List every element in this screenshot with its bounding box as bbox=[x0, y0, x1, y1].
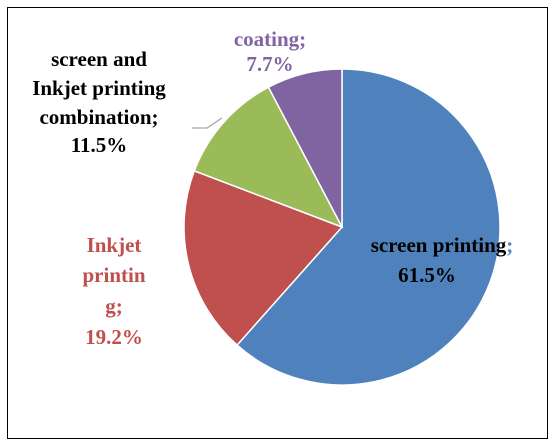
pie-slice-coating bbox=[267, 68, 343, 228]
label-inkjet-line1: Inkjet bbox=[87, 233, 142, 257]
label-combination-line2: Inkjet printing bbox=[32, 76, 166, 100]
label-inkjet-percent: 19.2% bbox=[85, 325, 143, 349]
label-screen-printing-name: screen printing; bbox=[371, 233, 514, 257]
pie-slice-inkjet-printing bbox=[183, 169, 344, 347]
label-combination-line3: combination; bbox=[39, 105, 158, 129]
pie-slices bbox=[183, 68, 501, 386]
label-screen-printing-text: screen printing bbox=[371, 233, 507, 257]
pie-slice-screen-and-inkjet-printing-combination bbox=[193, 86, 344, 229]
leader-line bbox=[192, 117, 223, 129]
label-coating-percent: 7.7% bbox=[246, 52, 293, 76]
label-coating-name: coating; bbox=[234, 27, 306, 51]
label-inkjet-line3: g; bbox=[105, 294, 123, 318]
pie-slice-screen-printing bbox=[236, 68, 501, 386]
label-combination-line1: screen and bbox=[51, 47, 147, 71]
label-screen-printing-percent: 61.5% bbox=[398, 263, 456, 287]
label-screen-printing-semicolon: ; bbox=[506, 233, 513, 257]
label-combination-percent: 11.5% bbox=[71, 133, 128, 157]
label-inkjet-line2: printin bbox=[82, 263, 145, 287]
